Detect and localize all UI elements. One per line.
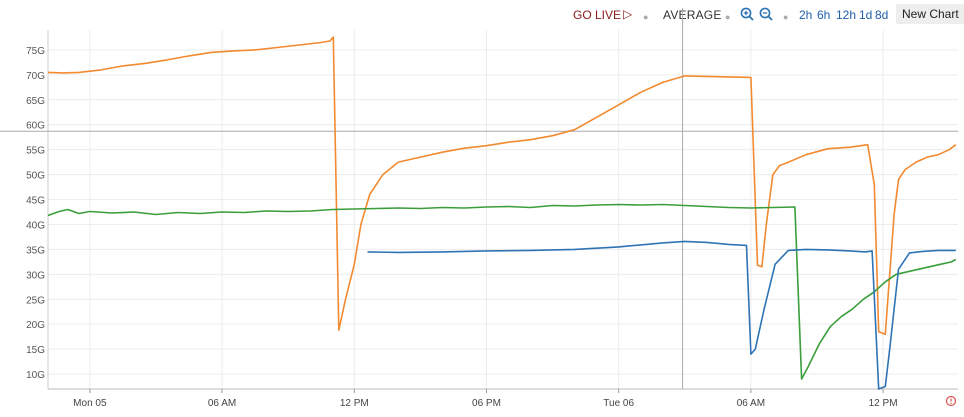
x-tick-label: 06 AM [737, 398, 765, 409]
y-tick-label: 75G [26, 46, 45, 57]
zoom-in-icon[interactable] [740, 7, 754, 21]
range-6h-button[interactable]: 6h [817, 8, 831, 22]
new-chart-button[interactable]: New Chart [896, 4, 964, 24]
separator-dot: ● [725, 12, 731, 22]
x-tick-label: 12 PM [869, 398, 898, 409]
play-outline-icon[interactable]: ▷ [623, 7, 633, 21]
series-line-2[interactable] [47, 203, 957, 380]
separator-dot: ● [783, 12, 789, 22]
y-tick-label: 55G [26, 146, 45, 157]
range-8d-button[interactable]: 8d [875, 8, 889, 22]
warning-icon-dot [950, 402, 952, 404]
separator-dot: ● [643, 12, 649, 22]
y-tick-label: 10G [26, 370, 45, 381]
y-tick-label: 50G [26, 171, 45, 182]
x-tick-label: Mon 05 [73, 398, 107, 409]
x-tick-label: Tue 06 [603, 398, 634, 409]
range-12h-button[interactable]: 12h [836, 8, 857, 22]
chart-toolbar: GO LIVE ▷ ● AVERAGE ● ● 2h 6h 12h 1d 8d … [0, 0, 964, 30]
x-tick-label: 06 AM [208, 398, 236, 409]
y-tick-label: 70G [26, 71, 45, 82]
y-tick-label: 45G [26, 196, 45, 207]
warning-icon[interactable] [945, 395, 957, 407]
series-line-3[interactable] [367, 240, 956, 390]
x-tick-label: 06 PM [472, 398, 501, 409]
y-tick-label: 15G [26, 345, 45, 356]
y-tick-label: 60G [26, 121, 45, 132]
y-tick-label: 30G [26, 270, 45, 281]
series-line-1[interactable] [47, 36, 957, 336]
y-tick-label: 35G [26, 245, 45, 256]
range-1d-button[interactable]: 1d [859, 8, 873, 22]
average-dropdown[interactable]: AVERAGE [663, 8, 722, 22]
y-tick-label: 25G [26, 295, 45, 306]
go-live-button[interactable]: GO LIVE [573, 8, 622, 22]
zoom-out-icon[interactable] [759, 7, 773, 21]
x-tick-label: 12 PM [340, 398, 369, 409]
range-2h-button[interactable]: 2h [799, 8, 813, 22]
y-tick-label: 20G [26, 320, 45, 331]
y-tick-label: 40G [26, 220, 45, 231]
y-tick-label: 65G [26, 96, 45, 107]
